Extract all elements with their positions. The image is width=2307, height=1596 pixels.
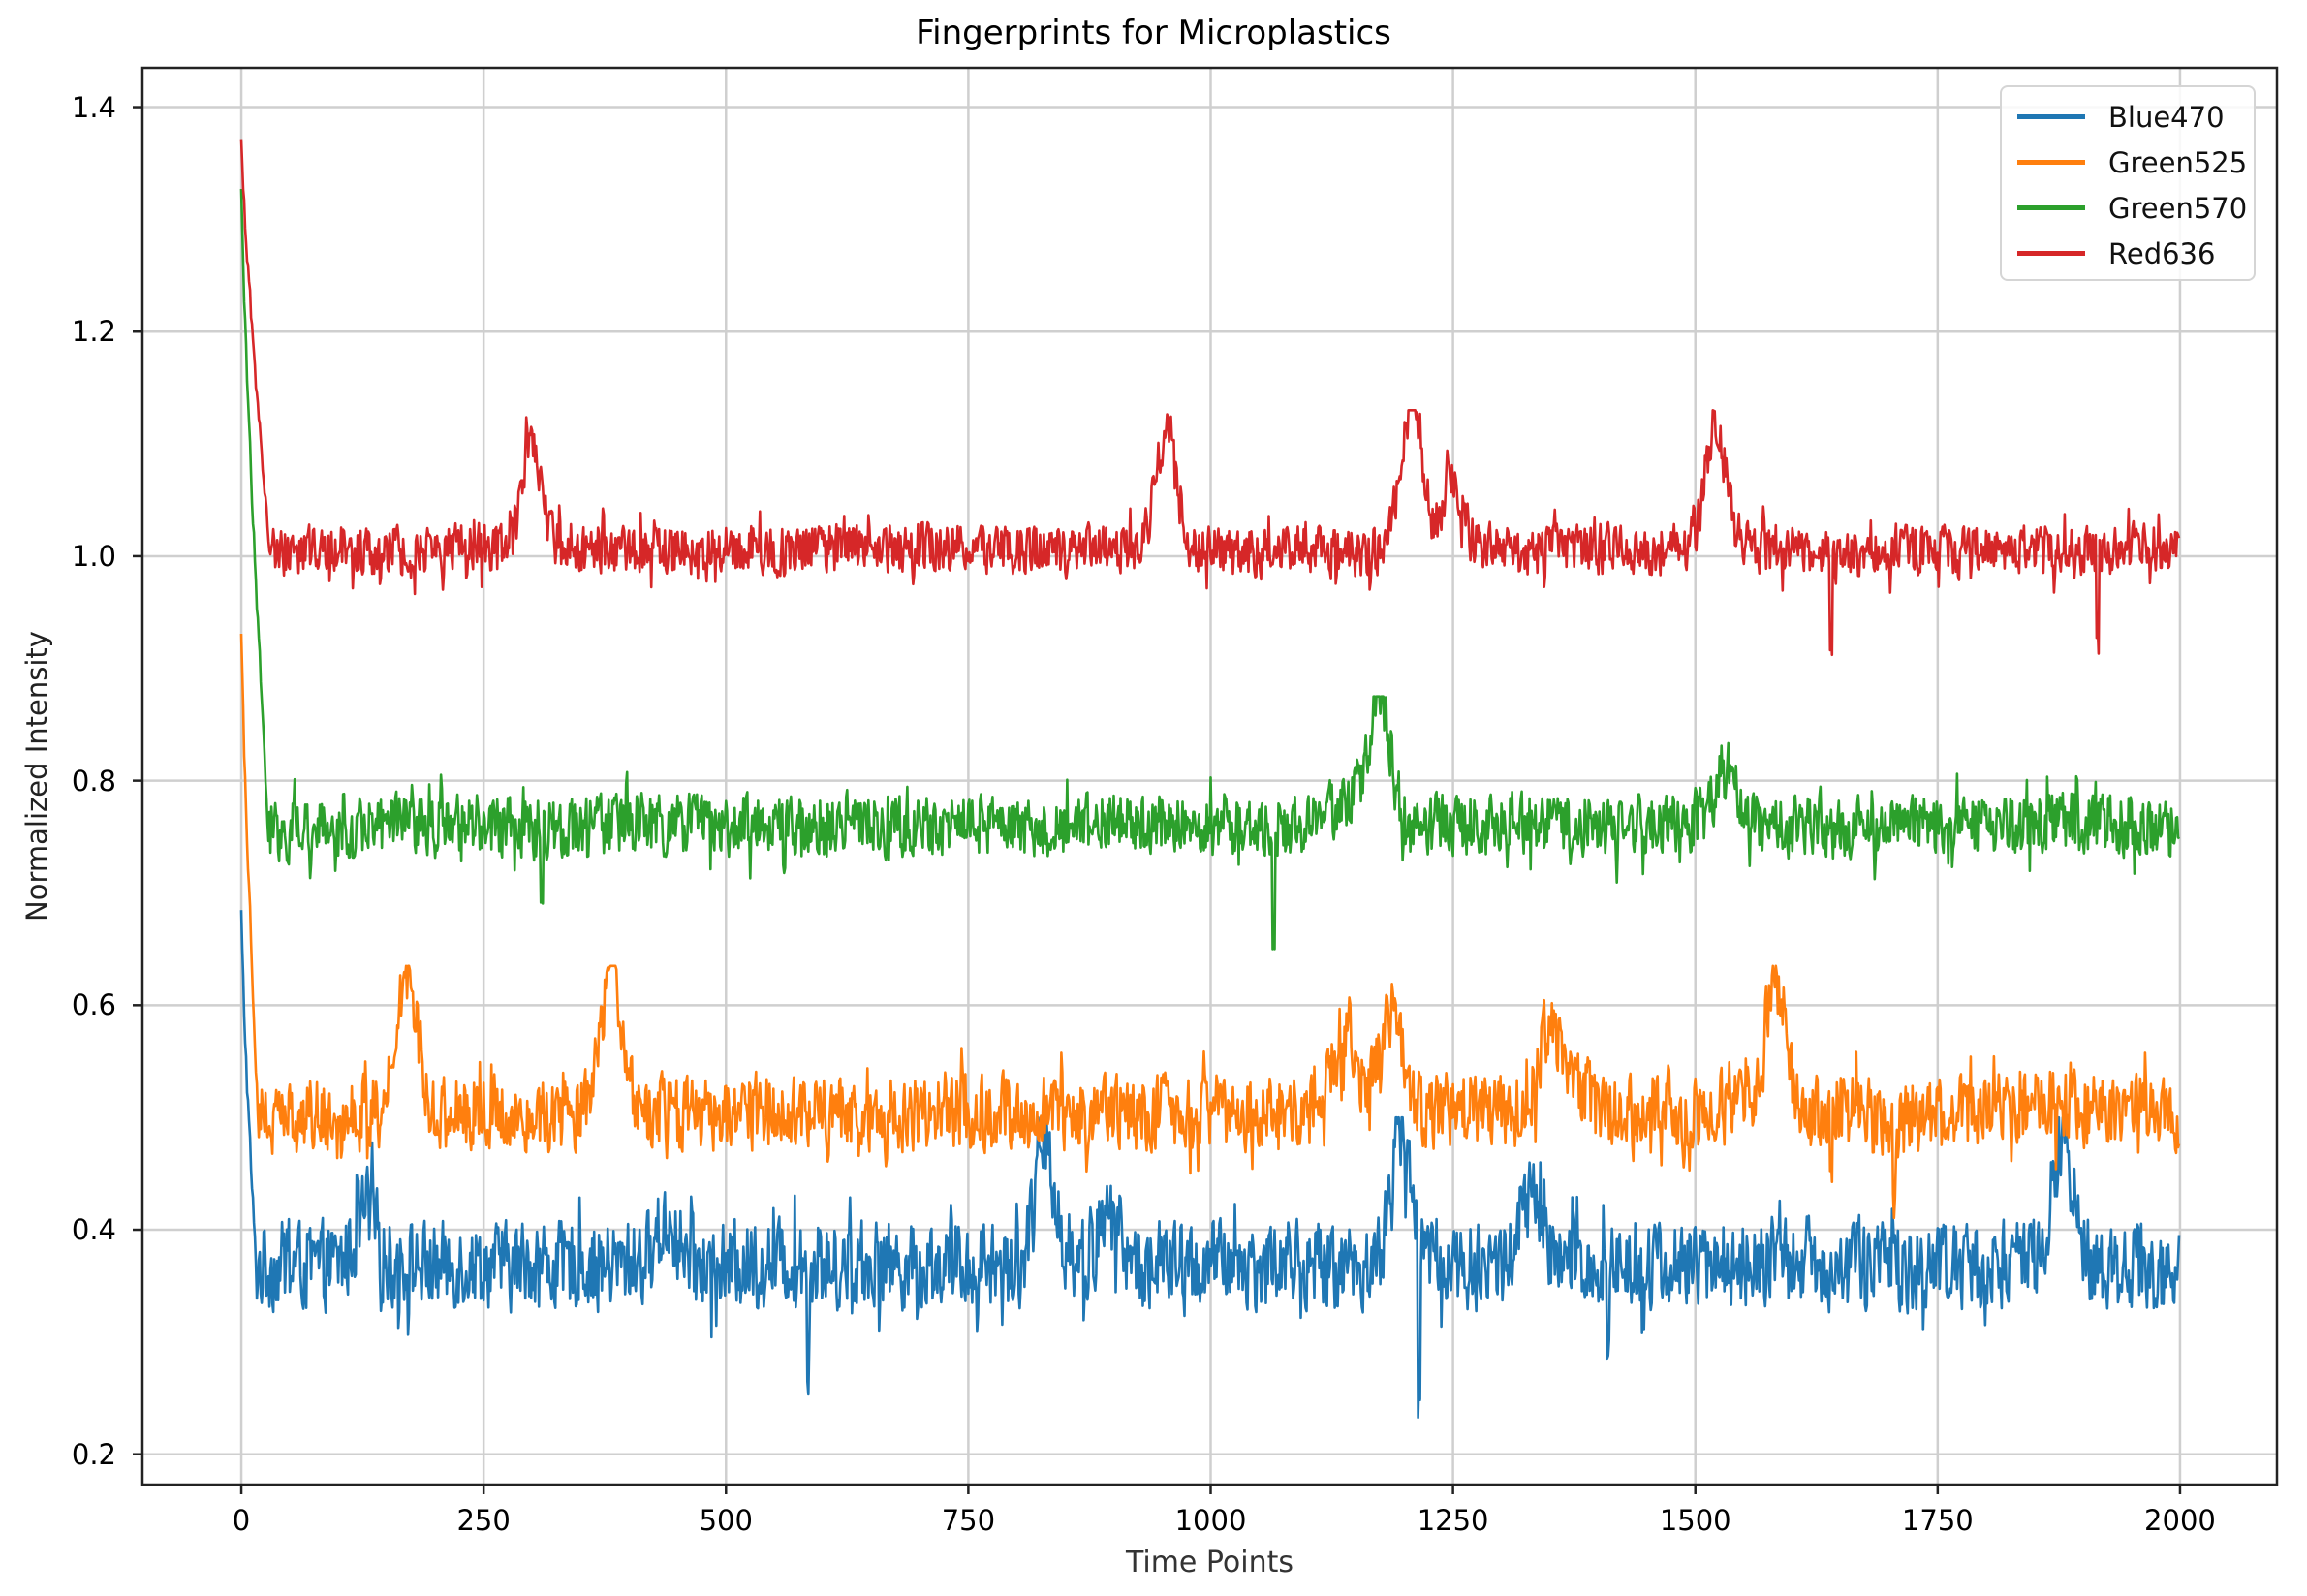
x-tick-label: 750 xyxy=(941,1504,996,1537)
y-tick-label: 0.8 xyxy=(71,764,116,798)
legend-swatch xyxy=(2017,160,2085,165)
y-tick-label: 1.2 xyxy=(71,315,116,349)
x-tick-label: 1500 xyxy=(1659,1504,1731,1537)
tick-marks xyxy=(133,106,2182,1494)
x-tick-label: 0 xyxy=(232,1504,251,1537)
legend-item-red636: Red636 xyxy=(2002,231,2254,276)
series-line-red636 xyxy=(239,139,2181,657)
y-tick-label: 1.4 xyxy=(71,90,116,124)
legend-swatch xyxy=(2017,114,2085,119)
legend: Blue470 Green525 Green570 Red636 xyxy=(2000,85,2256,281)
legend-label: Green570 xyxy=(2108,191,2248,225)
legend-label: Green525 xyxy=(2108,145,2248,179)
x-axis-label: Time Points xyxy=(1125,1546,1294,1580)
x-tick-label: 1750 xyxy=(1901,1504,1974,1537)
x-tick-label: 250 xyxy=(456,1504,511,1537)
legend-swatch xyxy=(2017,251,2085,256)
legend-swatch xyxy=(2017,205,2085,210)
y-tick-label: 0.6 xyxy=(71,988,116,1022)
y-tick-label: 1.0 xyxy=(71,539,116,573)
y-tick-label: 0.2 xyxy=(71,1437,116,1471)
legend-item-green525: Green525 xyxy=(2002,140,2254,185)
chart-title: Fingerprints for Microplastics xyxy=(916,14,1391,52)
legend-item-blue470: Blue470 xyxy=(2002,94,2254,140)
series-line-green570 xyxy=(239,188,2181,951)
x-tick-label: 2000 xyxy=(2144,1504,2216,1537)
series-line-green525 xyxy=(239,633,2181,1220)
legend-label: Red636 xyxy=(2108,236,2216,270)
x-tick-label: 500 xyxy=(699,1504,753,1537)
legend-label: Blue470 xyxy=(2108,100,2225,134)
legend-item-green570: Green570 xyxy=(2002,185,2254,231)
plot-lines xyxy=(239,139,2181,1420)
y-tick-label: 0.4 xyxy=(71,1213,116,1247)
series-line-blue470 xyxy=(239,910,2181,1420)
x-tick-label: 1000 xyxy=(1174,1504,1247,1537)
x-tick-label: 1250 xyxy=(1417,1504,1489,1537)
